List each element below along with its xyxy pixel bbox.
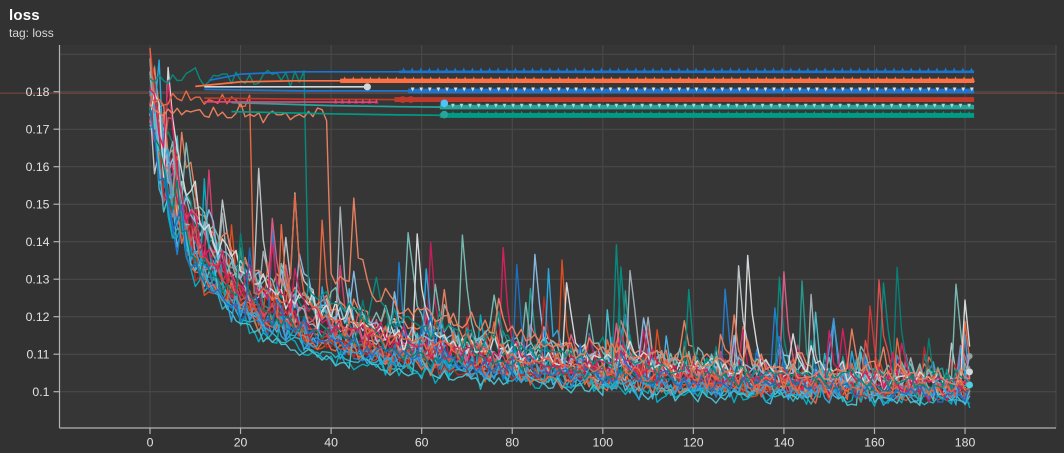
y-tick-label: 0.17 — [26, 123, 50, 137]
x-tick-label: 60 — [415, 436, 429, 450]
x-tick-label: 160 — [864, 436, 885, 450]
marker-band — [442, 110, 972, 117]
marker-band — [410, 87, 974, 92]
run-line — [149, 90, 971, 407]
x-tick-label: 140 — [774, 436, 795, 450]
tick-labels: 0.18 0.17 0.16 0.15 0.14 0.13 0.12 0.11 0.1 0 20 40… — [26, 85, 976, 450]
x-tick-label: 0 — [147, 436, 154, 450]
run-line — [149, 90, 971, 399]
y-tick-label: 0.16 — [26, 160, 50, 174]
run-line — [149, 109, 971, 403]
y-tick-label: 0.14 — [26, 235, 50, 249]
y-tick-label: 0.18 — [26, 85, 50, 99]
marker-band — [401, 67, 974, 73]
x-tick-label: 100 — [593, 436, 614, 450]
x-tick-label: 20 — [234, 436, 248, 450]
run-line — [149, 102, 971, 386]
run-line — [149, 59, 971, 406]
x-tick-label: 180 — [955, 436, 976, 450]
y-tick-label: 0.13 — [26, 273, 50, 287]
plateau-run-lines — [195, 67, 975, 118]
loss-run-lines — [149, 47, 971, 409]
endpoint-dots — [363, 83, 973, 389]
y-tick-label: 0.15 — [26, 198, 50, 212]
y-tick-label: 0.1 — [32, 385, 49, 399]
marker-band — [442, 103, 971, 108]
x-tick-label: 80 — [505, 436, 519, 450]
x-tick-label: 120 — [683, 436, 704, 450]
axes — [53, 45, 1056, 434]
chart-title: loss — [9, 7, 40, 24]
y-tick-label: 0.11 — [26, 348, 49, 362]
run-line — [149, 67, 971, 391]
x-tick-label: 40 — [324, 436, 338, 450]
y-tick-label: 0.12 — [26, 310, 50, 324]
marker-band — [342, 76, 975, 82]
chart-tag-label: tag: loss — [9, 26, 54, 40]
